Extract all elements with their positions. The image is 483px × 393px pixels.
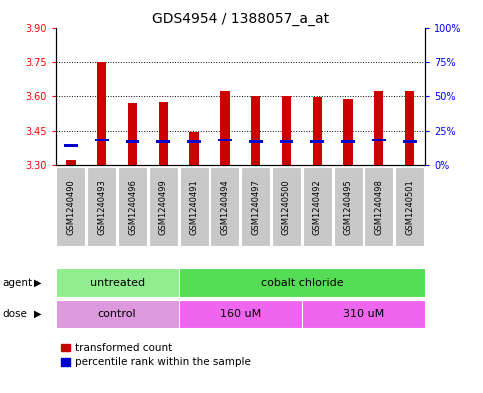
FancyBboxPatch shape [179, 300, 302, 328]
Bar [156, 140, 170, 143]
Bar [280, 140, 293, 143]
Text: GSM1240496: GSM1240496 [128, 179, 137, 235]
Text: GSM1240500: GSM1240500 [282, 179, 291, 235]
Text: control: control [98, 309, 136, 319]
Text: GSM1240490: GSM1240490 [67, 179, 75, 235]
Text: GSM1240494: GSM1240494 [220, 179, 229, 235]
Text: GSM1240492: GSM1240492 [313, 179, 322, 235]
FancyBboxPatch shape [211, 167, 240, 246]
Bar [220, 90, 229, 165]
Bar [218, 139, 232, 141]
FancyBboxPatch shape [118, 167, 147, 246]
Bar [343, 99, 353, 165]
FancyBboxPatch shape [272, 167, 301, 246]
Bar [251, 96, 260, 165]
Text: 310 uM: 310 uM [343, 309, 384, 319]
Bar [374, 90, 384, 165]
Text: 160 uM: 160 uM [220, 309, 261, 319]
Text: GSM1240499: GSM1240499 [159, 179, 168, 235]
Bar [66, 160, 75, 165]
Text: GSM1240493: GSM1240493 [97, 179, 106, 235]
Bar [159, 102, 168, 165]
Bar [372, 139, 386, 141]
Bar [97, 62, 106, 165]
Text: dose: dose [2, 309, 28, 319]
Text: GSM1240495: GSM1240495 [343, 179, 353, 235]
Bar [341, 140, 355, 143]
Bar [403, 140, 416, 143]
Text: untreated: untreated [89, 277, 145, 288]
Text: GSM1240498: GSM1240498 [374, 179, 384, 235]
Bar [95, 139, 109, 141]
FancyBboxPatch shape [303, 167, 332, 246]
Bar [126, 140, 140, 143]
Bar [282, 96, 291, 165]
Bar [128, 103, 137, 165]
Text: ▶: ▶ [34, 277, 42, 288]
Text: GSM1240497: GSM1240497 [251, 179, 260, 235]
FancyBboxPatch shape [57, 167, 85, 246]
FancyBboxPatch shape [302, 300, 425, 328]
Title: GDS4954 / 1388057_a_at: GDS4954 / 1388057_a_at [152, 13, 329, 26]
FancyBboxPatch shape [179, 268, 425, 297]
FancyBboxPatch shape [149, 167, 178, 246]
Text: ▶: ▶ [34, 309, 42, 319]
Bar [405, 90, 414, 165]
Text: GSM1240501: GSM1240501 [405, 179, 414, 235]
FancyBboxPatch shape [395, 167, 424, 246]
FancyBboxPatch shape [334, 167, 363, 246]
FancyBboxPatch shape [87, 167, 116, 246]
Text: cobalt chloride: cobalt chloride [260, 277, 343, 288]
Text: agent: agent [2, 277, 32, 288]
Bar [249, 140, 263, 143]
FancyBboxPatch shape [364, 167, 393, 246]
FancyBboxPatch shape [56, 300, 179, 328]
Legend: transformed count, percentile rank within the sample: transformed count, percentile rank withi… [61, 343, 251, 367]
Bar [64, 144, 78, 147]
Bar [311, 140, 324, 143]
FancyBboxPatch shape [241, 167, 270, 246]
Bar [187, 140, 201, 143]
FancyBboxPatch shape [180, 167, 209, 246]
FancyBboxPatch shape [56, 268, 179, 297]
Bar [189, 132, 199, 165]
Bar [313, 97, 322, 165]
Text: GSM1240491: GSM1240491 [190, 179, 199, 235]
